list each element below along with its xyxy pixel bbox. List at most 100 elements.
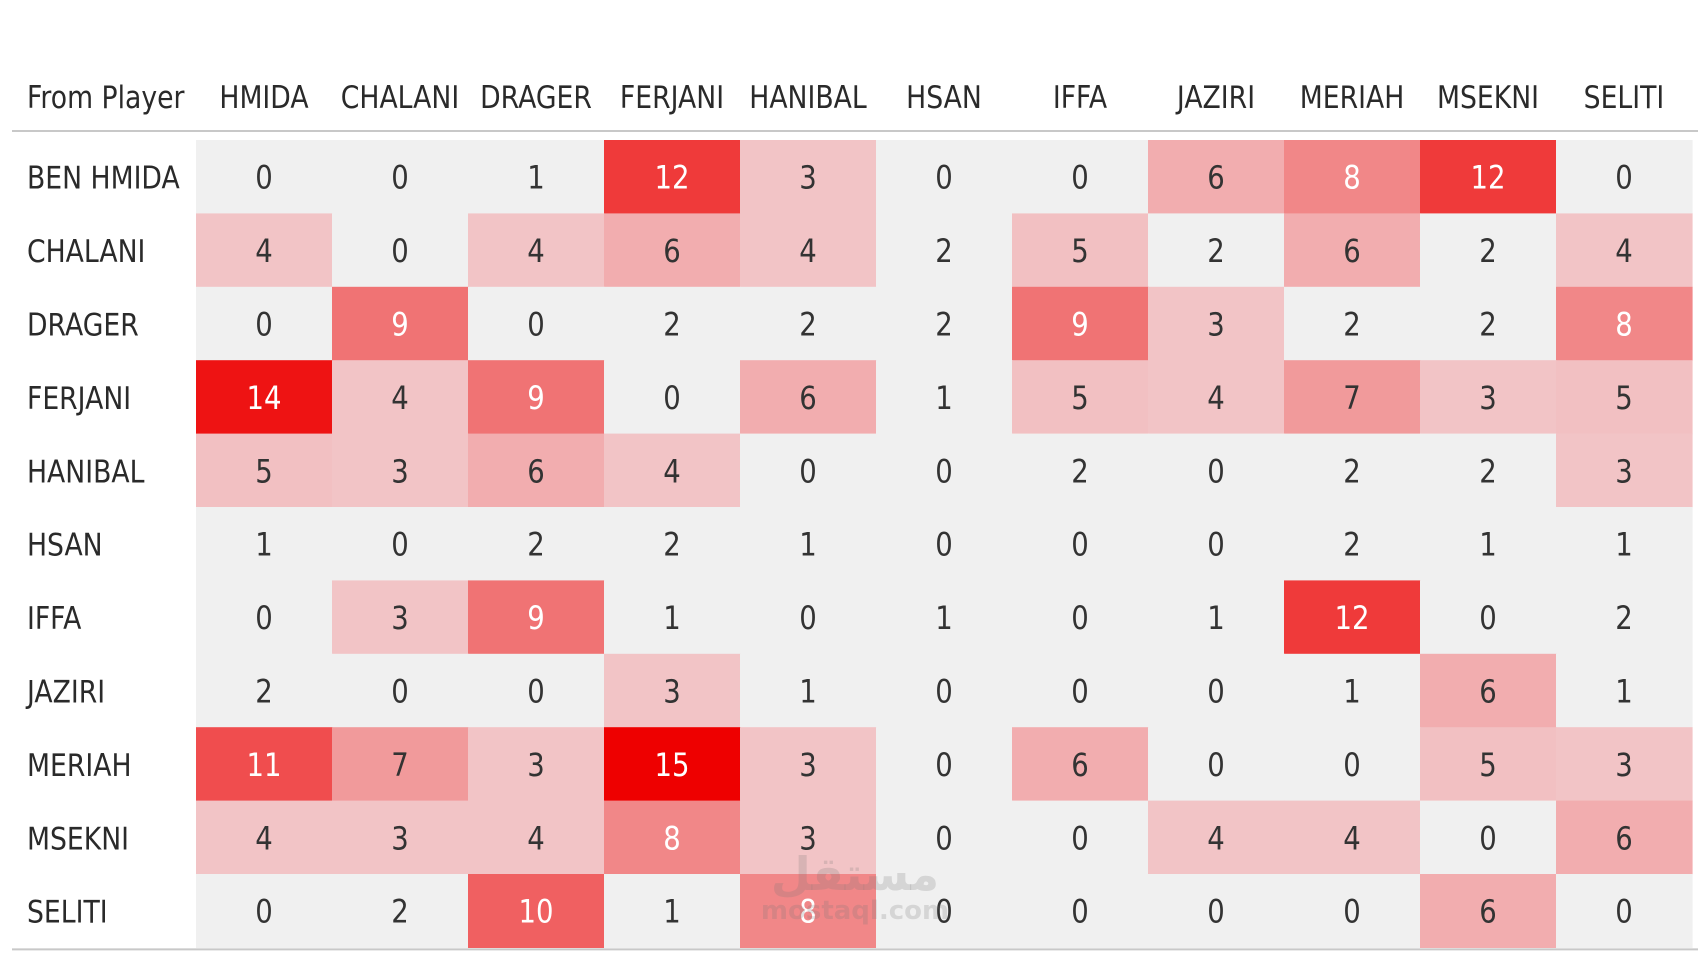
heatmap-cell [1012,800,1149,875]
heatmap-cell [196,727,333,802]
heatmap-cell [1012,727,1149,802]
cell-value: 10 [518,894,553,932]
heatmap-cell [740,580,877,655]
cell-value: 6 [1615,820,1633,858]
heatmap-cell [876,580,1013,655]
row-label-msekni: MSEKNI [27,820,129,856]
cell-value: 1 [799,527,817,565]
heatmap-cell [876,507,1013,581]
cell-value: 0 [1207,527,1225,565]
cell-value: 0 [1207,894,1225,932]
cell-value: 0 [935,527,953,565]
cell-value: 14 [246,380,281,418]
cell-value: 4 [799,233,817,271]
heatmap-cell [332,213,469,288]
heatmap-cell [876,653,1013,728]
cell-value: 0 [935,894,953,932]
cell-value: 0 [527,307,545,345]
cell-value: 0 [1343,894,1361,932]
cell-value: 4 [527,820,545,858]
heatmap-cell [1012,507,1149,581]
heatmap-cell [604,140,741,214]
heatmap-cell [332,286,469,361]
cell-value: 0 [1207,747,1225,785]
cell-value: 0 [255,600,273,638]
heatmap-cell [468,286,605,361]
heatmap-cell [332,507,469,581]
cell-value: 0 [799,453,817,491]
heatmap-cell [1556,727,1693,802]
heatmap-cell [1284,727,1421,802]
heatmap-cell [876,874,1013,948]
cell-value: 1 [1615,674,1633,712]
heatmap-cell [332,580,469,655]
heatmap-cell [604,580,741,655]
heatmap-cell [1420,360,1557,435]
cell-value: 4 [255,820,273,858]
heatmap-cell [196,874,333,948]
cell-value: 7 [1343,380,1361,418]
cell-value: 2 [799,307,817,345]
cell-value: 2 [1343,453,1361,491]
row-label-chalani: CHALANI [27,233,145,269]
row-label-ben-hmida: BEN HMIDA [27,160,180,196]
heatmap-cell [740,286,877,361]
heatmap-cell [196,140,333,214]
heatmap-cell [468,580,605,655]
heatmap-cell [468,507,605,581]
heatmap-cell [468,727,605,802]
cell-value: 0 [1071,160,1089,198]
heatmap-cell [604,874,741,948]
heatmap-cell [332,360,469,435]
cell-value: 3 [1615,747,1633,785]
heatmap-cell [604,800,741,875]
cell-value: 3 [663,674,681,712]
cell-value: 2 [1207,233,1225,271]
heatmap-cell [740,140,877,214]
heatmap-cell [876,286,1013,361]
cell-value: 6 [799,380,817,418]
cell-value: 4 [1207,820,1225,858]
heatmap-cell [604,286,741,361]
heatmap-cell [196,800,333,875]
cell-value: 2 [255,674,273,712]
cell-value: 15 [654,747,689,785]
cell-value: 0 [1615,894,1633,932]
cell-value: 1 [1343,674,1361,712]
heatmap-cell [332,800,469,875]
cell-value: 4 [391,380,409,418]
heatmap-cell [1556,140,1693,214]
cell-value: 0 [799,600,817,638]
cell-value: 2 [1479,307,1497,345]
row-label-hanibal: HANIBAL [27,453,144,489]
column-header-hsan: HSAN [906,79,982,115]
cell-value: 11 [246,747,281,785]
cell-value: 5 [255,453,273,491]
column-header-hmida: HMIDA [219,79,308,115]
cell-value: 2 [527,527,545,565]
heatmap-cell [876,433,1013,508]
heatmap-cell [1012,140,1149,214]
cell-value: 0 [935,820,953,858]
heatmap-cell [1556,507,1693,581]
cell-value: 6 [1479,894,1497,932]
heatmap-cell [1012,580,1149,655]
heatmap-cell [1148,507,1285,581]
heatmap-cell [876,360,1013,435]
heatmap-cell [1556,360,1693,435]
cell-value: 0 [1207,674,1225,712]
heatmap-cell [332,653,469,728]
cell-value: 8 [663,820,681,858]
row-label-hsan: HSAN [27,527,103,563]
cell-value: 1 [935,380,953,418]
cell-value: 8 [799,894,817,932]
row-label-drager: DRAGER [27,307,139,343]
cell-value: 1 [527,160,545,198]
heatmap-cell [1420,507,1557,581]
heatmap-cell [1420,874,1557,948]
cell-value: 0 [1615,160,1633,198]
cell-value: 0 [391,527,409,565]
heatmap-cell [1148,653,1285,728]
